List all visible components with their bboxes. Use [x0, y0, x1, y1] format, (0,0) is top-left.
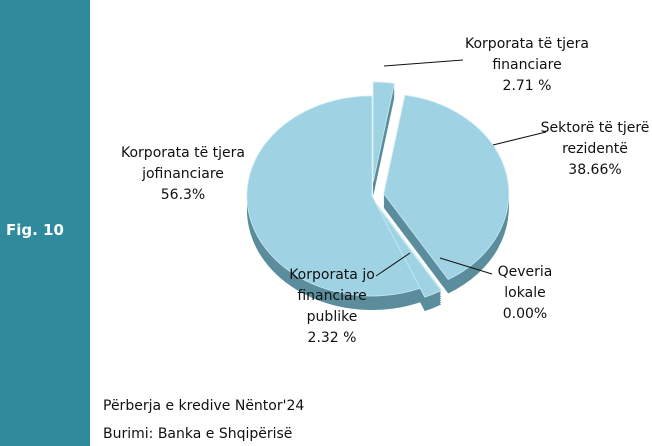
leader-line — [492, 131, 547, 146]
leader-line — [439, 257, 493, 275]
slice-label: Sektorë të tjerë rezidentë 38.66% — [540, 118, 650, 181]
slice-value: 56.3% — [160, 187, 206, 203]
slice-value: 0.00% — [502, 306, 548, 322]
slice-name: Korporata të tjera financiare — [465, 36, 589, 73]
slice-label: Korporata të tjera jofinanciare 56.3% — [118, 143, 248, 206]
slice-name: Qeveria lokale — [497, 264, 553, 301]
slice — [372, 81, 395, 183]
slice-value: 2.32 % — [307, 330, 357, 346]
slice — [246, 95, 421, 297]
slice-value: 2.71 % — [502, 78, 552, 94]
figure-label: Fig. 10 — [6, 221, 64, 239]
leader-line — [375, 252, 411, 277]
sidebar — [0, 0, 90, 446]
slice — [376, 204, 442, 298]
slice — [383, 94, 510, 280]
slice-name: Korporata jo financiare publike — [289, 267, 375, 325]
slice-label: Korporata të tjera financiare 2.71 % — [462, 34, 592, 97]
slice — [376, 204, 442, 291]
slice-label: Qeveria lokale 0.00% — [480, 262, 570, 325]
slice-name: Korporata të tjera jofinanciare — [121, 145, 245, 182]
slice-value: 38.66% — [568, 162, 622, 178]
source: Burimi: Banka e Shqipërisë — [103, 426, 293, 442]
slice-name: Sektorë të tjerë rezidentë — [540, 120, 650, 157]
leader-line — [383, 59, 464, 67]
slice-label: Korporata jo financiare publike 2.32 % — [282, 265, 382, 349]
caption: Përberja e kredive Nëntor'24 — [103, 398, 305, 414]
